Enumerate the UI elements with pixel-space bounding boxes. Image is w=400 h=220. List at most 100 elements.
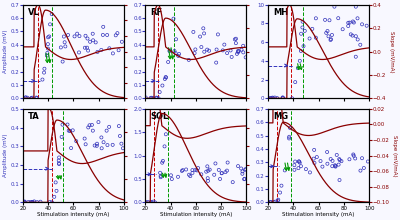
Y-axis label: Slope (mV/mA): Slope (mV/mA) — [389, 31, 394, 72]
Point — [44, 51, 50, 55]
Point — [213, 48, 220, 51]
Point — [47, 23, 53, 26]
Point — [275, 198, 282, 202]
Point — [348, 33, 354, 36]
Point — [51, 195, 58, 199]
Point — [310, 157, 317, 160]
Text: SOL: SOL — [150, 112, 169, 121]
Point — [148, 200, 154, 204]
Point — [186, 173, 192, 176]
Point — [222, 170, 229, 174]
Point — [48, 0, 54, 2]
Point — [162, 75, 169, 79]
Point — [34, 200, 40, 204]
Point — [45, 36, 51, 39]
Point — [233, 37, 239, 40]
Point — [62, 40, 68, 44]
Point — [189, 171, 196, 175]
Point — [195, 166, 201, 170]
Point — [147, 201, 154, 204]
Point — [350, 153, 356, 156]
Point — [94, 144, 100, 148]
Point — [328, 157, 334, 161]
Point — [336, 163, 342, 166]
Point — [171, 49, 178, 53]
Point — [364, 24, 370, 28]
Point — [280, 96, 286, 100]
Point — [98, 48, 104, 52]
Point — [292, 160, 298, 163]
Point — [296, 161, 303, 164]
Point — [268, 96, 274, 100]
Point — [332, 163, 338, 167]
Point — [150, 96, 156, 100]
Point — [274, 199, 281, 202]
Point — [39, 78, 46, 81]
Point — [353, 5, 359, 8]
Point — [220, 49, 226, 52]
Point — [238, 48, 245, 51]
Point — [349, 34, 356, 37]
Point — [52, 181, 59, 184]
Point — [120, 147, 126, 150]
Point — [233, 41, 239, 45]
Point — [100, 140, 107, 144]
Text: RF: RF — [150, 7, 163, 16]
Point — [30, 200, 36, 204]
Point — [66, 129, 72, 132]
Point — [92, 41, 99, 44]
Point — [65, 33, 71, 37]
Point — [354, 38, 361, 41]
Point — [112, 33, 119, 37]
Point — [240, 51, 246, 54]
Point — [240, 44, 246, 48]
Point — [148, 96, 155, 99]
Point — [150, 200, 156, 203]
Point — [148, 96, 154, 100]
Point — [74, 32, 80, 35]
Point — [266, 96, 272, 100]
Point — [73, 139, 80, 143]
Point — [86, 123, 93, 127]
Point — [211, 173, 218, 176]
Point — [106, 125, 112, 129]
Point — [167, 49, 173, 52]
Point — [76, 34, 83, 38]
Point — [221, 43, 228, 46]
Point — [82, 46, 88, 50]
Point — [204, 165, 210, 168]
Point — [354, 16, 361, 20]
Point — [242, 177, 248, 181]
Point — [235, 164, 241, 168]
Point — [205, 179, 211, 183]
X-axis label: Stimulation intensity (mA): Stimulation intensity (mA) — [160, 212, 232, 217]
Point — [187, 174, 194, 178]
Point — [59, 123, 66, 126]
Point — [117, 134, 123, 138]
Point — [179, 169, 185, 173]
Point — [21, 200, 27, 204]
Point — [235, 51, 241, 54]
Point — [201, 32, 207, 35]
Point — [239, 170, 246, 173]
Point — [22, 96, 29, 99]
Point — [152, 201, 158, 204]
Point — [192, 168, 198, 172]
Point — [228, 55, 235, 59]
Point — [76, 51, 82, 54]
Point — [236, 50, 242, 53]
Point — [218, 172, 225, 175]
Point — [106, 47, 112, 50]
Point — [94, 50, 101, 54]
Point — [161, 145, 168, 148]
Point — [22, 200, 28, 203]
Point — [332, 164, 339, 168]
Point — [224, 51, 230, 55]
Point — [98, 147, 105, 150]
Point — [29, 200, 36, 204]
Point — [90, 38, 96, 42]
Point — [87, 40, 93, 44]
Point — [58, 135, 65, 139]
Point — [204, 48, 210, 51]
Point — [46, 200, 53, 204]
